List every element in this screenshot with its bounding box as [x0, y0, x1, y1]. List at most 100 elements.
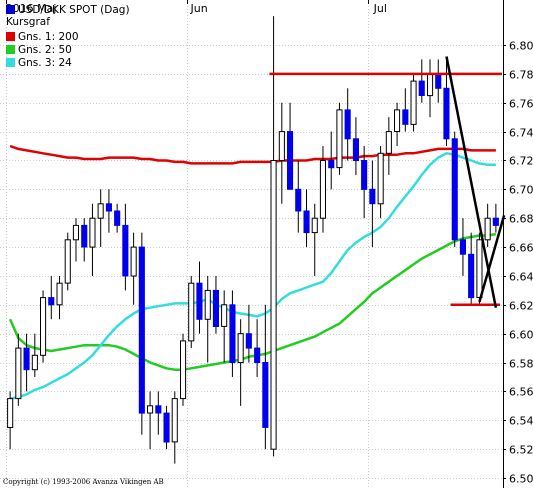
- candle-body: [410, 80, 417, 125]
- candle-body: [385, 131, 392, 154]
- candle-body: [130, 246, 137, 277]
- candle-body: [468, 253, 475, 299]
- candle-body: [262, 362, 269, 428]
- candle-body: [402, 109, 409, 125]
- candle-body: [352, 138, 359, 162]
- x-tick-label: Jul: [373, 2, 387, 15]
- candle-body: [254, 347, 261, 364]
- y-tick-label: 6.78: [509, 69, 533, 82]
- candle-body: [394, 109, 401, 133]
- candle-body: [451, 138, 458, 241]
- candle-body: [311, 217, 318, 234]
- y-tick-label: 6.66: [509, 242, 533, 255]
- trend-line: [445, 56, 498, 308]
- candle-body: [72, 224, 80, 241]
- y-tick-label: 6.60: [509, 329, 533, 342]
- drawn-annotations: [269, 56, 506, 308]
- candle-body: [443, 87, 450, 140]
- y-tick-label: 6.80: [509, 40, 533, 53]
- y-tick-label: 6.70: [509, 184, 533, 197]
- candle-body: [89, 217, 96, 248]
- x-tick-label: 2016 Maj: [6, 2, 57, 15]
- legend-swatch-ma200: [6, 32, 15, 41]
- candle-body: [287, 131, 294, 190]
- copyright-text: Copyright (c) 1993-2006 Avanza Vikingen …: [3, 478, 164, 486]
- legend-swatch-ma24: [6, 58, 15, 67]
- y-tick-label: 6.54: [509, 415, 533, 428]
- candle-body: [476, 239, 483, 299]
- x-tick-label: Jun: [190, 2, 208, 15]
- ma24-line: [9, 152, 496, 400]
- candle-body: [418, 80, 425, 96]
- candle-body: [122, 224, 129, 277]
- candle-body: [212, 289, 219, 327]
- y-tick-label: 6.64: [509, 271, 533, 284]
- ma200-line: [9, 144, 496, 165]
- candle-body: [221, 304, 228, 327]
- candle-body: [155, 405, 162, 414]
- candle-body: [188, 282, 195, 342]
- y-tick-label: 6.72: [509, 155, 533, 168]
- candle-body: [484, 217, 491, 241]
- candle-body: [48, 297, 55, 306]
- candle-body: [492, 217, 499, 226]
- candle-body: [204, 289, 211, 320]
- y-tick-label: 6.58: [509, 358, 533, 371]
- y-tick-label: 6.68: [509, 213, 533, 226]
- candle-body: [114, 210, 121, 226]
- y-axis-ticks: 6.50 6.52 6.54 6.56 6.58 6.60 6.62 6.64 6.66 6.68…: [503, 40, 533, 486]
- candle-body: [81, 224, 88, 248]
- y-tick-label: 6.52: [509, 444, 533, 457]
- candle-body: [97, 203, 104, 219]
- candle-body: [105, 203, 113, 212]
- ma50-line: [8, 232, 497, 371]
- chart-title: USD/DKK SPOT (Dag): [18, 4, 130, 16]
- candle-body: [56, 282, 63, 306]
- candle-body: [31, 354, 38, 371]
- candle-body: [328, 160, 335, 169]
- candle-body: [435, 73, 442, 89]
- candle-body: [163, 412, 170, 443]
- candle-body: [459, 239, 466, 255]
- y-tick-label: 6.50: [509, 473, 533, 486]
- moving-averages: [8, 144, 497, 400]
- candle-body: [295, 188, 302, 212]
- candle-body: [303, 210, 310, 234]
- candle-body: [278, 131, 285, 162]
- legend-swatch-ma50: [6, 45, 15, 54]
- candle-body: [229, 304, 236, 363]
- legend: USD/DKK SPOT (Dag) Kursgraf Gns. 1: 200 …: [6, 4, 130, 69]
- candle-body: [64, 239, 71, 284]
- chart-subtitle: Kursgraf: [6, 16, 50, 28]
- y-tick-label: 6.74: [509, 127, 533, 140]
- legend-swatch-kursgraf: [6, 5, 15, 14]
- y-tick-label: 6.56: [509, 386, 533, 399]
- x-axis-labels: 2016 MajJunJulAug: [6, 0, 387, 15]
- candle-body: [23, 347, 30, 371]
- candle-body: [138, 246, 145, 414]
- candle-body: [7, 398, 14, 429]
- legend-entry-ma24: Gns. 3: 24: [18, 57, 72, 69]
- candle-body: [15, 347, 22, 400]
- candle-body: [237, 333, 244, 364]
- legend-entry-ma200: Gns. 1: 200: [18, 31, 79, 43]
- candle-body: [369, 188, 376, 205]
- candle-body: [180, 340, 187, 400]
- legend-entry-ma50: Gns. 2: 50: [18, 44, 72, 56]
- candle-body: [270, 160, 277, 450]
- candle-body: [245, 333, 252, 349]
- candle-body: [147, 405, 154, 414]
- candle-body: [171, 398, 178, 443]
- candle-body: [377, 152, 384, 205]
- trend-line: [478, 214, 506, 303]
- candle-body: [427, 73, 434, 97]
- candle-body: [336, 109, 343, 169]
- y-tick-label: 6.76: [509, 98, 533, 111]
- candle-body: [344, 109, 351, 140]
- candle-body: [361, 160, 368, 190]
- y-tick-label: 6.62: [509, 300, 533, 313]
- candle-body: [196, 282, 203, 320]
- candle-body: [40, 297, 47, 356]
